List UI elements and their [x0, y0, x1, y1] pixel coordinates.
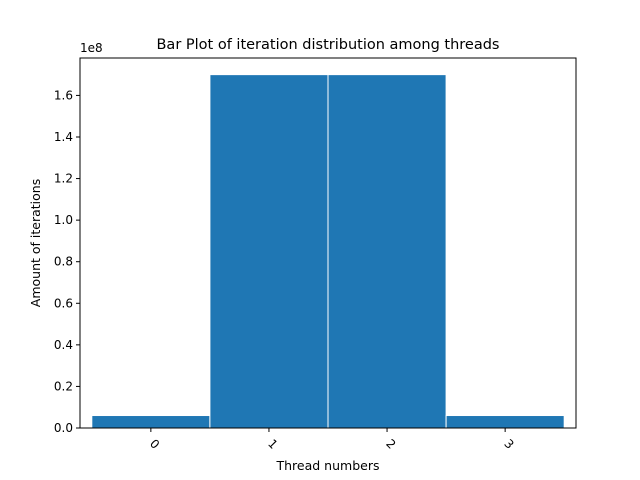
y-tick-label: 1.0 — [54, 213, 73, 227]
bar-thread-3 — [445, 415, 565, 429]
x-tick-label: 3 — [501, 437, 516, 452]
y-axis: 0.0 0.2 0.4 0.6 0.8 1.0 1.2 1.4 1.6 — [54, 88, 80, 435]
y-scale-label: 1e8 — [80, 41, 103, 55]
bar-thread-2 — [327, 74, 447, 429]
x-tick-label: 0 — [147, 437, 162, 452]
chart-title: Bar Plot of iteration distribution among… — [156, 37, 499, 53]
y-tick-label: 1.6 — [54, 88, 73, 102]
bars-group — [91, 74, 565, 429]
x-axis-label: Thread numbers — [276, 458, 380, 473]
y-tick-label: 0.6 — [54, 296, 73, 310]
y-tick-label: 0.8 — [54, 255, 73, 269]
x-axis: 0 1 2 3 — [147, 428, 517, 452]
x-tick-label: 2 — [383, 437, 398, 452]
y-tick-label: 0.0 — [54, 421, 73, 435]
y-tick-label: 0.2 — [54, 379, 73, 393]
bar-thread-1 — [209, 74, 329, 429]
x-tick-label: 1 — [265, 437, 280, 452]
bar-thread-0 — [91, 415, 211, 429]
plot-frame — [79, 57, 577, 429]
y-tick-label: 1.4 — [54, 130, 73, 144]
y-axis-label: Amount of iterations — [28, 179, 43, 307]
y-tick-label: 0.4 — [54, 338, 73, 352]
y-tick-label: 1.2 — [54, 172, 73, 186]
